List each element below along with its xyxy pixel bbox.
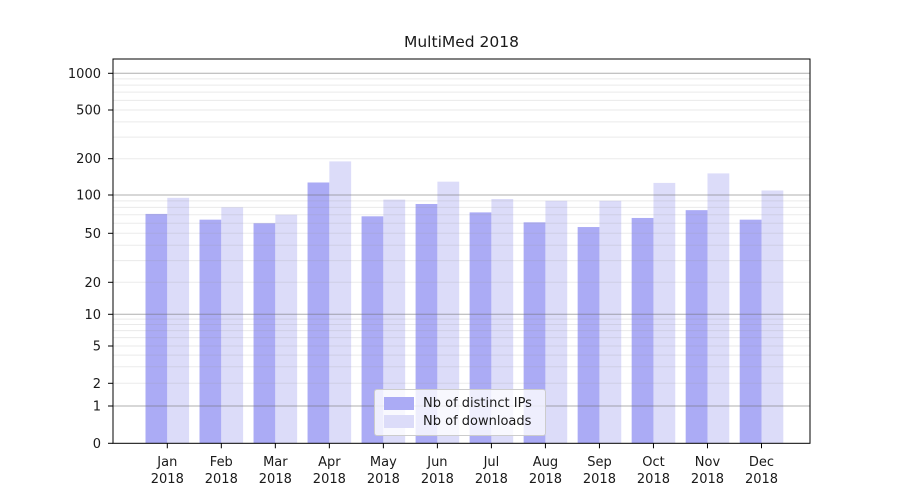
y-tick-label: 5 [93,340,101,355]
bar-downloads [437,181,460,444]
x-tick-label-month: Feb [210,455,233,470]
y-tick-label: 1000 [68,67,101,82]
legend-label-distinct-ips: Nb of distinct IPs [423,396,532,411]
x-tick-label-year: 2018 [421,472,454,487]
y-tick-label: 1 [93,400,101,415]
bar-distinct-ips [577,227,600,444]
bar-distinct-ips [685,210,708,444]
y-tick-label: 100 [76,189,101,204]
bar-distinct-ips [631,217,654,444]
bar-downloads [707,173,730,444]
bar-distinct-ips [739,219,762,444]
x-tick-label-month: Jul [483,455,500,470]
bar-distinct-ips [145,213,168,444]
x-tick-label-month: Sep [587,455,612,470]
legend-swatch-downloads [384,415,414,428]
x-tick-label-month: Jan [156,455,177,470]
bar-distinct-ips [199,219,222,444]
legend-row-downloads: Nb of downloads [384,414,535,429]
x-tick-label-month: Jun [426,455,447,470]
bar-distinct-ips [523,222,546,444]
bar-distinct-ips [361,216,384,444]
bar-downloads [491,199,514,444]
x-tick-label-year: 2018 [583,472,616,487]
x-tick-label-year: 2018 [205,472,238,487]
x-tick-label-year: 2018 [313,472,346,487]
y-tick-label: 200 [76,152,101,167]
legend-label-downloads: Nb of downloads [423,414,532,429]
x-tick-label-month: Mar [263,455,288,470]
x-tick-label-year: 2018 [637,472,670,487]
y-tick-label: 500 [76,104,101,119]
x-tick-label-month: Oct [642,455,664,470]
x-tick-label-year: 2018 [475,472,508,487]
axis-frame [112,58,811,444]
x-tick-label-month: Apr [318,455,341,470]
legend: Nb of distinct IPs Nb of downloads [374,389,546,436]
bar-downloads [275,214,298,444]
bar-distinct-ips [253,223,276,444]
bar-downloads [167,197,190,444]
bar-distinct-ips [469,212,492,444]
y-tick-label: 2 [93,377,101,392]
x-tick-label-year: 2018 [259,472,292,487]
x-tick-label-month: May [370,455,397,470]
x-tick-label-year: 2018 [367,472,400,487]
bar-downloads [383,199,406,444]
y-tick-label: 10 [84,308,101,323]
x-tick-label-year: 2018 [151,472,184,487]
chart-title: MultiMed 2018 [403,33,519,51]
bar-downloads [599,200,622,444]
x-tick-label-year: 2018 [529,472,562,487]
bar-downloads [653,182,676,444]
x-tick-label-month: Nov [695,455,721,470]
y-tick-label: 50 [84,227,101,242]
x-tick-label-year: 2018 [745,472,778,487]
legend-row-distinct-ips: Nb of distinct IPs [384,396,535,411]
bar-downloads [221,207,244,444]
bar-distinct-ips [307,182,330,444]
bar-distinct-ips [415,203,438,444]
bar-downloads [761,190,784,444]
x-tick-label-year: 2018 [691,472,724,487]
x-tick-label-month: Dec [749,455,774,470]
legend-swatch-distinct-ips [384,397,414,410]
x-tick-label-month: Aug [533,455,558,470]
y-tick-label: 20 [84,276,101,291]
y-tick-label: 0 [93,437,101,452]
bar-downloads [545,200,568,444]
bar-downloads [329,161,352,444]
